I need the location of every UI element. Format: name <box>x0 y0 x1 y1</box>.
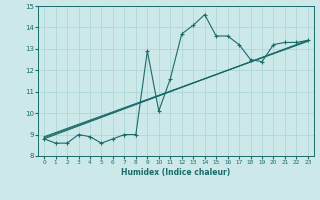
X-axis label: Humidex (Indice chaleur): Humidex (Indice chaleur) <box>121 168 231 177</box>
